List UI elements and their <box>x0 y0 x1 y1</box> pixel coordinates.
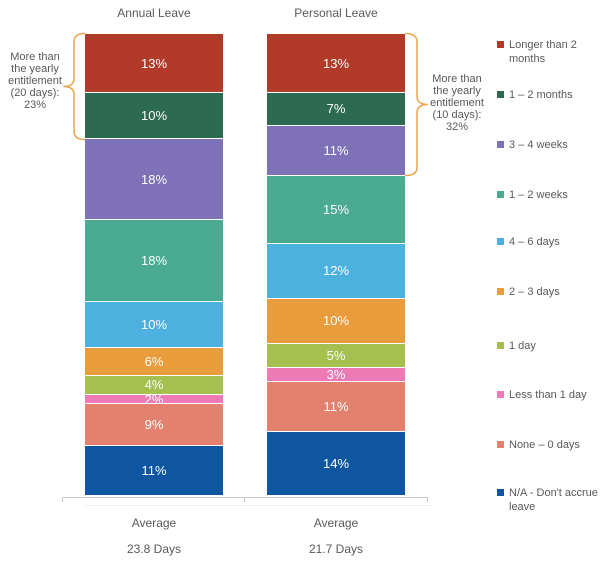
bar-segment: 10% <box>267 297 405 344</box>
average-label: Average <box>131 516 177 530</box>
column-title: Personal Leave <box>294 6 378 20</box>
legend-swatch <box>497 489 504 496</box>
legend-swatch <box>497 238 504 245</box>
bar-segment: 10% <box>85 301 223 347</box>
entitlement-annotation-left: More than the yearly entitlement (20 days):… <box>2 51 68 111</box>
annotation-line: 32% <box>445 121 469 133</box>
bar-segment: 3% <box>267 366 405 382</box>
segment-value-label: 11% <box>141 462 167 478</box>
segment-value-label: 7% <box>326 101 346 117</box>
segment-value-label: 3% <box>326 366 346 382</box>
bar-segment: 5% <box>267 343 405 367</box>
bar-segment: 11% <box>267 381 405 432</box>
annotation-line: (10 days): <box>432 109 482 121</box>
stacked-bar: 13% 7% 11% 15% 12% 10% 5% 3% 11% 14% <box>267 34 405 495</box>
stacked-bar: 13% 10% 18% 18% 10% 6% 4% 2% 9% 11% <box>85 34 223 495</box>
legend-item: 1 day <box>497 339 599 353</box>
bar-segment: 9% <box>85 403 223 445</box>
entitlement-annotation-right: More than the yearly entitlement (10 days):… <box>424 73 490 133</box>
segment-value-label: 18% <box>140 253 168 269</box>
segment-value-label: 10% <box>140 316 168 332</box>
legend-item: 2 – 3 days <box>497 285 599 299</box>
legend-swatch <box>497 141 504 148</box>
bar-segment: 6% <box>85 346 223 375</box>
legend-label: None – 0 days <box>509 439 580 451</box>
segment-value-label: 9% <box>144 417 164 433</box>
legend-label: N/A - Don't accrue leave <box>509 487 598 513</box>
segment-value-label: 2% <box>144 391 164 407</box>
bar-segment: 7% <box>267 92 405 125</box>
legend-swatch <box>497 391 504 398</box>
legend-swatch <box>497 288 504 295</box>
bar-segment: 13% <box>85 34 223 93</box>
segment-value-label: 11% <box>323 399 349 415</box>
bar-segment: 18% <box>85 137 223 220</box>
segment-value-label: 10% <box>322 313 350 329</box>
bar-segment: 18% <box>85 219 223 302</box>
annotation-line: the yearly <box>11 63 59 75</box>
legend-item: 4 – 6 days <box>497 235 599 249</box>
annotation-line: the yearly <box>433 85 481 97</box>
legend-item: N/A - Don't accrue leave <box>497 486 599 514</box>
legend-item: 3 – 4 weeks <box>497 138 599 152</box>
segment-value-label: 11% <box>323 142 349 158</box>
legend-label: Less than 1 day <box>509 389 587 401</box>
legend-label: 1 – 2 weeks <box>509 189 568 201</box>
legend-item: Less than 1 day <box>497 388 599 402</box>
segment-value-label: 10% <box>140 108 168 124</box>
legend-swatch <box>497 191 504 198</box>
legend-swatch <box>497 342 504 349</box>
segment-value-label: 18% <box>140 171 168 187</box>
bar-segment: 10% <box>85 92 223 138</box>
segment-value-label: 5% <box>326 348 346 363</box>
legend-label: 1 – 2 months <box>509 89 573 101</box>
segment-value-label: 6% <box>144 353 164 369</box>
x-axis-line <box>62 497 428 502</box>
average-value: 21.7 Days <box>308 542 364 556</box>
average-label: Average <box>313 516 359 530</box>
bar-segment: 14% <box>267 431 405 495</box>
segment-value-label: 13% <box>140 55 168 71</box>
legend-item: 1 – 2 months <box>497 88 599 102</box>
bar-segment: 11% <box>267 124 405 175</box>
bar-segment: 13% <box>267 34 405 93</box>
legend-label: 1 day <box>509 340 536 352</box>
segment-value-label: 15% <box>322 201 350 217</box>
annotation-line: 23% <box>23 99 47 111</box>
annotation-line: More than <box>432 73 482 85</box>
legend-label: Longer than 2 months <box>509 39 577 65</box>
legend-swatch <box>497 41 504 48</box>
segment-value-label: 4% <box>144 377 164 393</box>
bar-segment: 12% <box>267 242 405 298</box>
legend-item: Longer than 2 months <box>497 38 599 66</box>
bar-segment: 15% <box>267 174 405 243</box>
annotation-line: entitlement <box>8 75 62 87</box>
segment-value-label: 14% <box>322 456 350 472</box>
segment-value-label: 13% <box>322 55 350 71</box>
average-value: 23.8 Days <box>126 542 182 556</box>
legend-item: None – 0 days <box>497 438 599 452</box>
column-title: Annual Leave <box>117 6 191 20</box>
legend-swatch <box>497 441 504 448</box>
annotation-line: More than <box>10 51 60 63</box>
legend-label: 2 – 3 days <box>509 286 560 298</box>
annotation-line: (20 days): <box>10 87 60 99</box>
bar-segment: 2% <box>85 391 223 407</box>
bar-segment: 4% <box>85 374 223 394</box>
legend-swatch <box>497 91 504 98</box>
annotation-line: entitlement <box>430 97 484 109</box>
bar-segment: 11% <box>85 444 223 495</box>
legend-label: 4 – 6 days <box>509 236 560 248</box>
legend-label: 3 – 4 weeks <box>509 139 568 151</box>
legend-item: 1 – 2 weeks <box>497 188 599 202</box>
segment-value-label: 12% <box>322 263 350 279</box>
